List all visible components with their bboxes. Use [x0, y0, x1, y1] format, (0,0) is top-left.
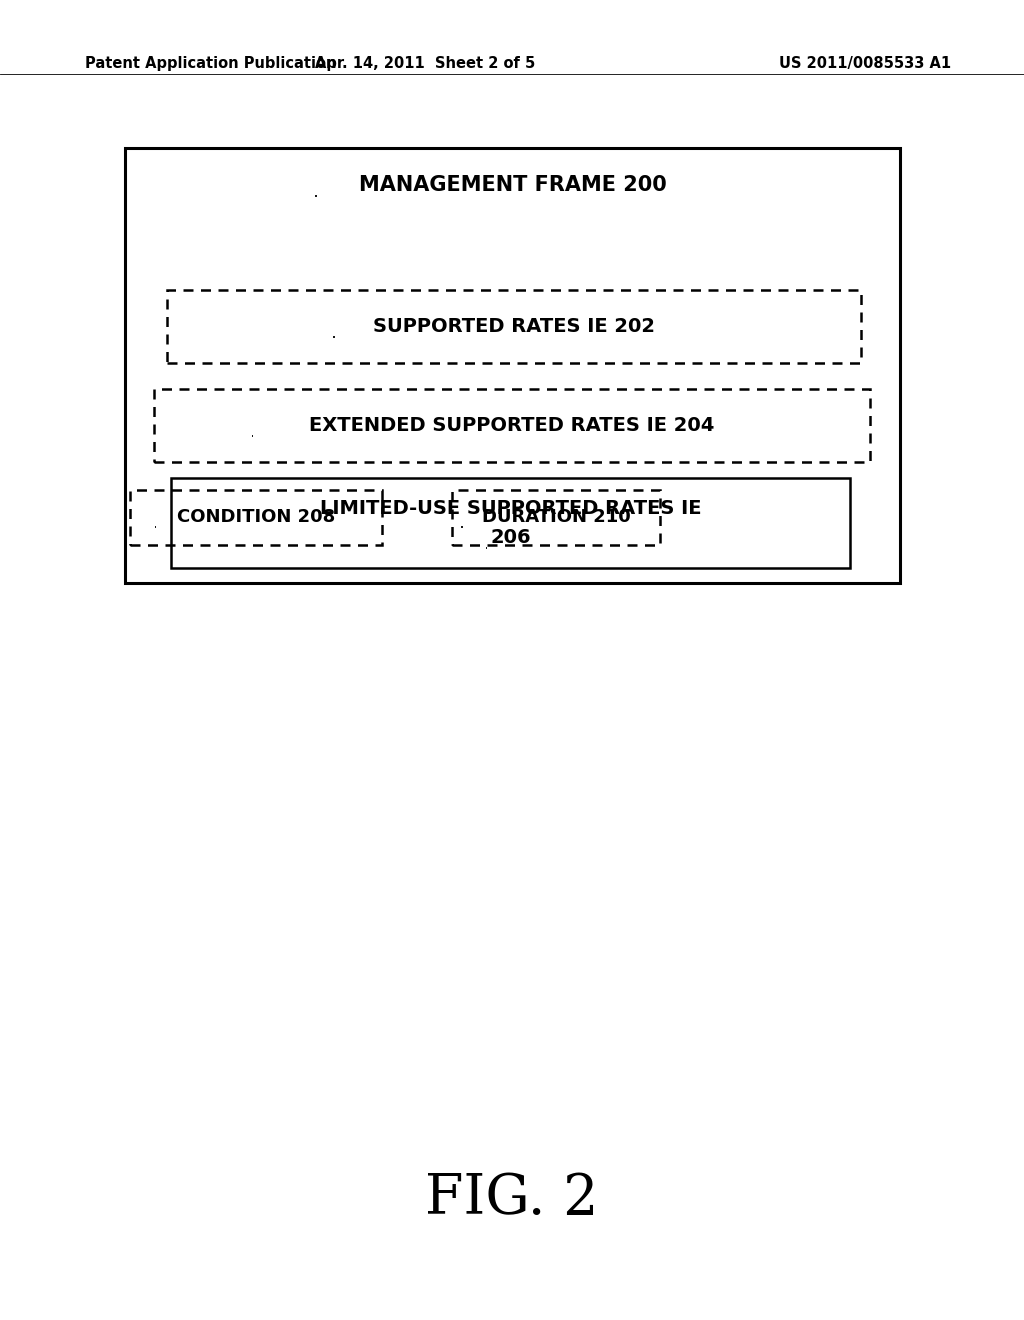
- Text: US 2011/0085533 A1: US 2011/0085533 A1: [779, 55, 951, 71]
- Text: FIG. 2: FIG. 2: [425, 1171, 599, 1226]
- Text: CONDITION 208: CONDITION 208: [177, 508, 335, 527]
- Text: DURATION 210: DURATION 210: [481, 508, 631, 527]
- Text: Patent Application Publication: Patent Application Publication: [85, 55, 337, 71]
- Text: Apr. 14, 2011  Sheet 2 of 5: Apr. 14, 2011 Sheet 2 of 5: [314, 55, 536, 71]
- Bar: [125, 148, 900, 583]
- Bar: [167, 290, 861, 363]
- Bar: [452, 490, 660, 545]
- Text: MANAGEMENT FRAME 200: MANAGEMENT FRAME 200: [358, 174, 667, 195]
- Text: SUPPORTED RATES IE 202: SUPPORTED RATES IE 202: [373, 317, 655, 337]
- Bar: [171, 478, 850, 568]
- Bar: [130, 490, 382, 545]
- Text: LIMITED-USE SUPPORTED RATES IE: LIMITED-USE SUPPORTED RATES IE: [319, 499, 701, 517]
- Bar: [154, 389, 870, 462]
- Text: 206: 206: [490, 528, 530, 546]
- Text: EXTENDED SUPPORTED RATES IE 204: EXTENDED SUPPORTED RATES IE 204: [309, 416, 715, 436]
